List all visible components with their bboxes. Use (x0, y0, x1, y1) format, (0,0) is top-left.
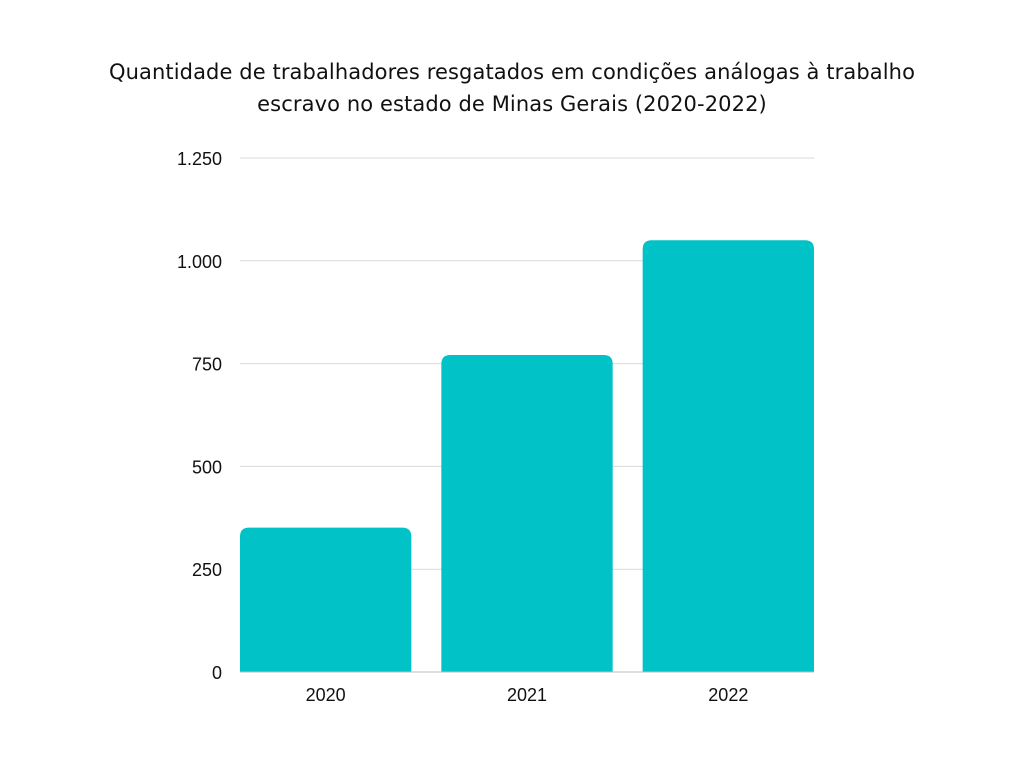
y-tick-label: 500 (192, 457, 222, 477)
bar-2020 (240, 527, 412, 672)
y-tick-label: 1.000 (177, 252, 222, 272)
x-tick-label: 2020 (306, 685, 346, 705)
chart-title-line-2: escravo no estado de Minas Gerais (2020-… (257, 92, 767, 116)
bar-2022 (642, 240, 814, 673)
chart-title-line-1: Quantidade de trabalhadores resgatados e… (108, 60, 916, 84)
x-axis: 2020 2021 2022 (240, 671, 814, 705)
x-tick-label: 2022 (708, 685, 748, 705)
x-tick-label: 2021 (507, 685, 547, 705)
bar-2021 (441, 354, 613, 672)
y-tick-label: 0 (212, 663, 222, 683)
bars (240, 240, 814, 673)
y-tick-label: 750 (192, 355, 222, 375)
y-tick-label: 250 (192, 560, 222, 580)
chart-title: Quantidade de trabalhadores resgatados e… (0, 56, 1024, 120)
y-tick-label: 1.250 (177, 149, 222, 169)
y-axis: 0 250 500 750 1.000 1.250 (177, 149, 222, 683)
